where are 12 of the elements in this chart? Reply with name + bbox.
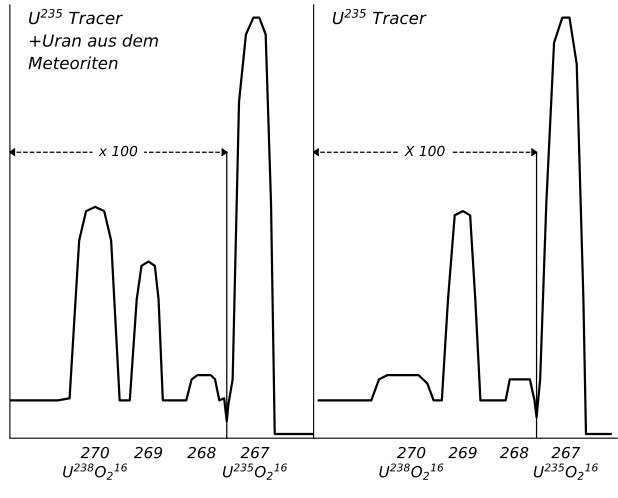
x-tick-label: 267 U$^{235}$O$_{2}$$^{16}$: [222, 446, 287, 480]
x-tick-label: 269: [448, 446, 477, 458]
x-tick-label: 270 U$^{238}$O$_{2}$$^{16}$: [63, 446, 128, 480]
x-tick-label: 268: [500, 446, 528, 458]
x-tick-label: 270 U$^{238}$O$_{2}$$^{16}$: [379, 446, 444, 480]
annotation: X 100: [404, 146, 445, 156]
text: U$^{235}$ Tracer +Uran aus dem Meteoriten: [28, 8, 158, 70]
chart-title: U$^{235}$ Tracer: [332, 8, 427, 24]
x-tick-label: 269: [134, 446, 162, 458]
x-tick-label: 267 U$^{235}$O$_{2}$$^{16}$: [534, 446, 598, 480]
x-tick-label: 268: [187, 446, 216, 458]
annotation: x 100: [98, 146, 138, 156]
